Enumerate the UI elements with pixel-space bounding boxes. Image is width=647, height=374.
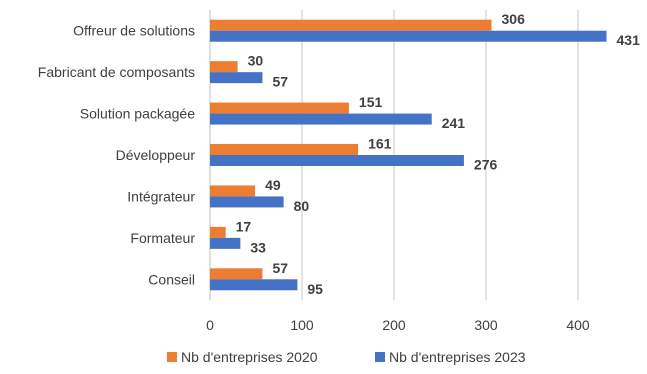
- bar-nb-d-entreprises-2023-fabricant-de-composants[interactable]: [210, 72, 263, 84]
- data-label-nb-d-entreprises-2020-integrateur: 49: [265, 177, 281, 193]
- x-axis-tick-labels: 0 100 200 300 400: [206, 317, 590, 333]
- data-label-nb-d-entreprises-2023-developpeur: 276: [474, 157, 498, 173]
- legend-label-nb-d-entreprises-2020: Nb d'entreprises 2020: [181, 349, 318, 365]
- category-label-conseil: Conseil: [148, 271, 195, 287]
- x-tick-label-400: 400: [566, 317, 590, 333]
- bar-nb-d-entreprises-2020-integrateur[interactable]: [210, 185, 256, 197]
- x-tick-label-200: 200: [382, 317, 406, 333]
- data-label-nb-d-entreprises-2023-offreur-de-solutions: 431: [617, 32, 641, 48]
- bars: [210, 19, 607, 291]
- bar-nb-d-entreprises-2023-offreur-de-solutions[interactable]: [210, 30, 607, 42]
- data-label-nb-d-entreprises-2020-solution-packagee: 151: [359, 94, 383, 110]
- bar-nb-d-entreprises-2023-solution-packagee[interactable]: [210, 113, 432, 125]
- data-label-nb-d-entreprises-2020-fabricant-de-composants: 30: [248, 53, 264, 69]
- legend-swatch-nb-d-entreprises-2020: [167, 352, 177, 362]
- bar-nb-d-entreprises-2020-conseil[interactable]: [210, 268, 263, 280]
- data-label-nb-d-entreprises-2023-formateur: 33: [250, 239, 266, 255]
- bar-nb-d-entreprises-2020-formateur[interactable]: [210, 226, 226, 238]
- bar-nb-d-entreprises-2023-developpeur[interactable]: [210, 155, 464, 166]
- category-label-formateur: Formateur: [130, 230, 195, 246]
- legend: Nb d'entreprises 2020 Nb d'entreprises 20…: [167, 349, 526, 365]
- legend-swatch-nb-d-entreprises-2023: [375, 352, 385, 362]
- bar-nb-d-entreprises-2020-offreur-de-solutions[interactable]: [210, 19, 492, 31]
- data-label-nb-d-entreprises-2023-solution-packagee: 241: [442, 115, 466, 131]
- data-label-nb-d-entreprises-2023-fabricant-de-composants: 57: [272, 74, 288, 90]
- bar-nb-d-entreprises-2023-formateur[interactable]: [210, 237, 241, 249]
- data-label-nb-d-entreprises-2020-developpeur: 161: [368, 136, 392, 152]
- x-tick-label-300: 300: [474, 317, 498, 333]
- bar-nb-d-entreprises-2023-integrateur[interactable]: [210, 196, 284, 208]
- data-labels: 306 431 30 57 151 241 161 276 49 80 17 33 57 95: [236, 11, 640, 297]
- category-labels: Offreur de solutions Fabricant de composa…: [38, 23, 196, 288]
- x-tick-label-100: 100: [290, 317, 314, 333]
- data-label-nb-d-entreprises-2023-conseil: 95: [307, 281, 323, 297]
- category-label-integrateur: Intégrateur: [127, 188, 195, 204]
- bar-nb-d-entreprises-2020-solution-packagee[interactable]: [210, 102, 349, 114]
- data-label-nb-d-entreprises-2023-integrateur: 80: [294, 198, 310, 214]
- legend-label-nb-d-entreprises-2023: Nb d'entreprises 2023: [389, 349, 526, 365]
- category-label-developpeur: Développeur: [116, 147, 196, 163]
- data-label-nb-d-entreprises-2020-offreur-de-solutions: 306: [502, 11, 526, 27]
- bar-nb-d-entreprises-2020-developpeur[interactable]: [210, 144, 359, 155]
- x-tick-label-0: 0: [206, 317, 214, 333]
- bar-nb-d-entreprises-2020-fabricant-de-composants[interactable]: [210, 61, 238, 73]
- data-label-nb-d-entreprises-2020-formateur: 17: [236, 218, 252, 234]
- category-label-offreur-de-solutions: Offreur de solutions: [73, 23, 195, 39]
- data-label-nb-d-entreprises-2020-conseil: 57: [272, 260, 288, 276]
- bar-nb-d-entreprises-2023-conseil[interactable]: [210, 279, 298, 291]
- category-label-solution-packagee: Solution packagée: [80, 106, 195, 122]
- category-label-fabricant-de-composants: Fabricant de composants: [38, 64, 195, 80]
